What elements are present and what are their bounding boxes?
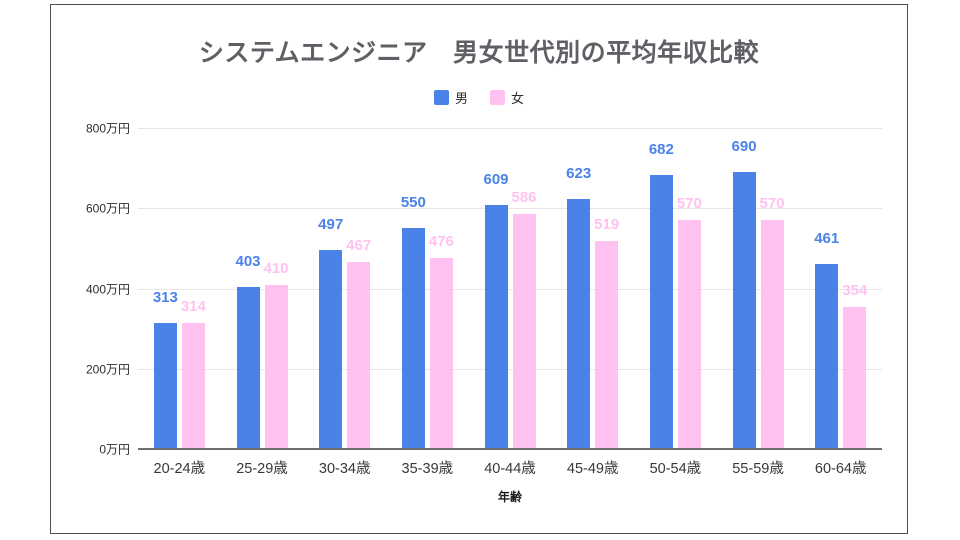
x-tick-label-50-54歳: 50-54歳 (649, 461, 702, 477)
bar-group-60-64歳: 461 354 (799, 128, 882, 449)
bar-男-40-44歳: 609 (484, 172, 509, 449)
legend-label: 男 (454, 91, 468, 106)
bar-男-45-49歳: 623 (566, 166, 591, 449)
bar-group-35-39歳: 550 476 (386, 128, 469, 449)
x-tick-label-45-49歳: 45-49歳 (566, 461, 619, 477)
y-tick-label: 800万円 (85, 121, 130, 136)
x-tick-label-35-39歳: 35-39歳 (401, 461, 454, 477)
bar-男-60-64歳: 461 (814, 231, 839, 449)
bar-value-label: 682 (648, 141, 674, 159)
bar-group-45-49歳: 623 519 (551, 128, 634, 449)
bar-女-20-24歳: 314 (181, 299, 206, 449)
bar-value-label: 609 (483, 170, 509, 188)
bar-女-55-59歳: 570 (760, 196, 785, 449)
x-tick-label-20-24歳: 20-24歳 (153, 461, 206, 477)
bar-value-label: 623 (566, 165, 592, 183)
bar-value-label: 467 (346, 236, 372, 254)
chart-title: システムエンジニア 男女世代別の平均年収比較 (198, 39, 760, 67)
gridline (138, 368, 882, 370)
bar-男-55-59歳: 690 (732, 139, 757, 449)
y-tick-label: 400万円 (85, 282, 130, 296)
legend-item-女: 女 (490, 88, 524, 107)
bar-男-50-54歳: 682 (649, 142, 674, 449)
bar-女-45-49歳: 519 (594, 217, 619, 449)
legend-item-男: 男 (433, 88, 468, 107)
legend-label: 女 (511, 91, 525, 106)
bar-女-30-34歳: 467 (346, 238, 371, 449)
legend-swatch-icon (433, 90, 449, 105)
bar-value-label: 403 (235, 253, 261, 271)
bar-value-label: 476 (428, 233, 454, 251)
bar-男-35-39歳: 550 (401, 195, 426, 449)
bar-group-30-34歳: 497 467 (303, 128, 386, 449)
bar-男-25-29歳: 403 (235, 254, 261, 449)
bar-value-label: 313 (152, 289, 178, 307)
x-axis-line (138, 448, 882, 450)
bar-value-label: 570 (676, 195, 702, 213)
x-tick-label-30-34歳: 30-34歳 (318, 461, 371, 477)
bar-groups: 313 314 403 410 497 467 550 476 609 586 623 519 682 5… (138, 128, 882, 449)
bar-group-25-29歳: 403 410 (221, 128, 304, 449)
x-tick-label-55-59歳: 55-59歳 (732, 461, 784, 477)
bar-value-label: 586 (511, 188, 537, 206)
y-tick-label: 200万円 (85, 362, 130, 377)
gridline (138, 208, 882, 210)
bar-value-label: 497 (318, 215, 344, 233)
bar-男-20-24歳: 313 (153, 290, 178, 449)
bar-女-25-29歳: 410 (263, 261, 289, 449)
bar-value-label: 461 (814, 230, 840, 248)
bar-value-label: 519 (594, 215, 620, 233)
chart-card: システムエンジニア 男女世代別の平均年収比較 男女 0万円 200万円 400万円 6… (50, 4, 908, 534)
gridline (138, 128, 882, 129)
bar-女-50-54歳: 570 (677, 196, 702, 449)
bar-group-40-44歳: 609 586 (469, 128, 552, 449)
gridline (138, 288, 882, 290)
bar-value-label: 354 (842, 281, 868, 299)
x-tick-label-25-29歳: 25-29歳 (236, 461, 288, 477)
bar-男-30-34歳: 497 (318, 217, 343, 449)
legend-swatch-icon (490, 90, 505, 105)
bar-女-40-44歳: 586 (512, 190, 537, 449)
bar-value-label: 314 (180, 298, 206, 316)
x-tick-label-60-64歳: 60-64歳 (814, 461, 867, 477)
y-tick-label: 600万円 (85, 201, 130, 216)
chart-legend: 男女 (51, 88, 907, 107)
bar-value-label: 410 (263, 259, 289, 277)
x-axis-title: 年齢 (497, 490, 522, 504)
y-tick-label: 0万円 (99, 442, 130, 457)
bar-group-20-24歳: 313 314 (138, 128, 221, 449)
bar-value-label: 690 (731, 138, 757, 156)
x-axis-tick-labels: 20-24歳 25-29歳 30-34歳 35-39歳 40-44歳 45-49歳 50-5… (138, 457, 882, 478)
bar-女-35-39歳: 476 (429, 234, 454, 449)
plot-area: 0万円 200万円 400万円 600万円 800万円 313 314 403 410 497 46… (86, 122, 882, 457)
bar-女-60-64歳: 354 (842, 283, 867, 449)
bar-group-55-59歳: 690 570 (717, 128, 800, 449)
bar-value-label: 550 (400, 194, 426, 212)
x-tick-label-40-44歳: 40-44歳 (484, 461, 536, 477)
bar-group-50-54歳: 682 570 (634, 128, 717, 449)
bar-value-label: 570 (759, 195, 785, 213)
